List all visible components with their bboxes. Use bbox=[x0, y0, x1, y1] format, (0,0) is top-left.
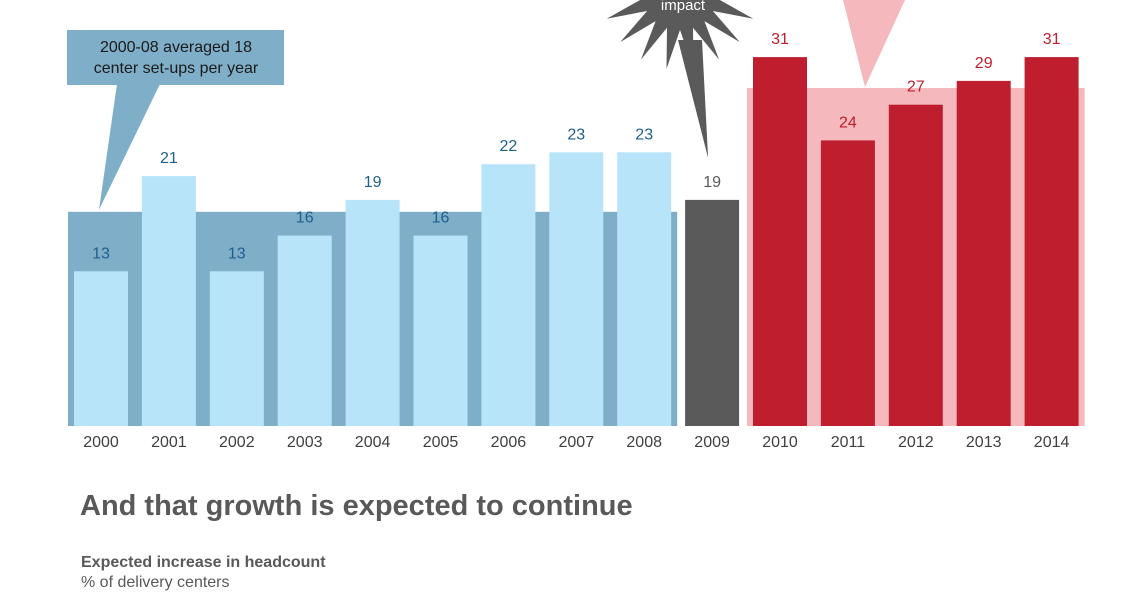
x-tick-2007: 2007 bbox=[559, 434, 595, 451]
value-label-2006: 22 bbox=[500, 138, 518, 155]
bar-2012 bbox=[888, 104, 943, 426]
bar-2004 bbox=[345, 199, 400, 426]
x-tick-2010: 2010 bbox=[762, 434, 798, 451]
x-tick-2013: 2013 bbox=[966, 434, 1002, 451]
x-tick-2014: 2014 bbox=[1034, 434, 1070, 451]
x-tick-2008: 2008 bbox=[626, 434, 662, 451]
chart-annotations: 2000-08 averaged 18 center set-ups per ye… bbox=[67, 0, 905, 210]
average-callout-text: center set-ups per year bbox=[94, 60, 259, 77]
x-tick-2005: 2005 bbox=[423, 434, 459, 451]
bar-2007 bbox=[549, 152, 604, 427]
next-chart-title: Expected increase in headcount bbox=[81, 554, 326, 571]
bar-2008 bbox=[617, 152, 672, 427]
average-callout-pointer bbox=[99, 84, 160, 210]
value-label-2004: 19 bbox=[364, 174, 382, 191]
impact-starburst-text: impact bbox=[661, 0, 706, 14]
bar-chart: 2000-08 averaged 18 center set-ups per ye… bbox=[67, 0, 1085, 451]
value-label-2002: 13 bbox=[228, 245, 246, 262]
bar-2003 bbox=[277, 235, 332, 426]
x-tick-2002: 2002 bbox=[219, 434, 255, 451]
bar-2011 bbox=[820, 140, 875, 426]
x-tick-2006: 2006 bbox=[491, 434, 527, 451]
x-tick-2001: 2001 bbox=[151, 434, 187, 451]
bar-2014 bbox=[1024, 57, 1079, 426]
section-headline: And that growth is expected to continue bbox=[80, 490, 633, 522]
value-label-2011: 24 bbox=[839, 114, 857, 131]
value-label-2014: 31 bbox=[1043, 31, 1061, 48]
value-label-2007: 23 bbox=[567, 126, 585, 143]
bar-2002 bbox=[209, 271, 264, 426]
bar-2005 bbox=[413, 235, 468, 426]
x-axis-tick-labels: 2000 2001 2002 2003 2004 2005 2006 2007 2008 2009… bbox=[83, 434, 1069, 451]
value-labels: 13 21 13 16 19 16 22 23 23 19 31 24 27 29 31 bbox=[92, 31, 1060, 262]
value-label-2010: 31 bbox=[771, 31, 789, 48]
value-label-2013: 29 bbox=[975, 55, 993, 72]
value-label-2009: 19 bbox=[703, 174, 721, 191]
x-tick-2012: 2012 bbox=[898, 434, 934, 451]
bar-2010 bbox=[753, 57, 807, 426]
x-tick-2009: 2009 bbox=[694, 434, 730, 451]
impact-starburst bbox=[606, 0, 754, 69]
forecast-callout-pointer bbox=[843, 0, 905, 88]
average-callout-box bbox=[67, 30, 284, 85]
bars bbox=[74, 57, 1079, 427]
bar-2001 bbox=[141, 176, 196, 426]
impact-starburst-spike bbox=[678, 40, 709, 158]
average-callout-text: 2000-08 averaged 18 bbox=[100, 39, 252, 56]
value-label-2003: 16 bbox=[296, 210, 314, 227]
value-label-2001: 21 bbox=[160, 150, 178, 167]
bar-2009 bbox=[685, 199, 740, 426]
value-label-2005: 16 bbox=[432, 210, 450, 227]
bar-2006 bbox=[481, 164, 536, 426]
bar-2000 bbox=[74, 271, 128, 426]
bar-2013 bbox=[956, 80, 1011, 427]
x-tick-2000: 2000 bbox=[83, 434, 119, 451]
x-tick-2004: 2004 bbox=[355, 434, 391, 451]
value-label-2008: 23 bbox=[635, 126, 653, 143]
value-label-2012: 27 bbox=[907, 79, 925, 96]
value-label-2000: 13 bbox=[92, 245, 110, 262]
x-tick-2011: 2011 bbox=[831, 434, 866, 451]
next-chart-unit: % of delivery centers bbox=[81, 574, 230, 591]
x-tick-2003: 2003 bbox=[287, 434, 323, 451]
